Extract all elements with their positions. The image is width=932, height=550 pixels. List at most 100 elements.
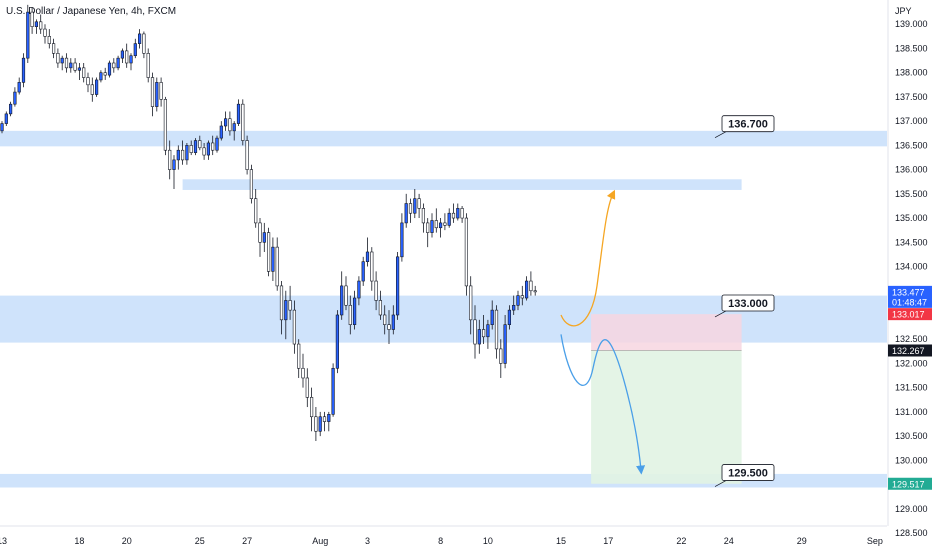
y-tick-label: 135.500 xyxy=(895,189,928,199)
callout-box xyxy=(721,294,775,312)
x-tick-label: Aug xyxy=(312,536,328,546)
candle-body xyxy=(426,222,430,233)
candle-body xyxy=(469,285,473,321)
price-badge xyxy=(888,308,932,321)
candle-body xyxy=(159,82,163,100)
candle-body xyxy=(395,256,400,316)
x-tick-label: 25 xyxy=(195,536,205,546)
y-tick-label: 130.500 xyxy=(895,431,928,441)
candle-body xyxy=(486,324,490,338)
price-badge xyxy=(888,344,932,357)
candle-body xyxy=(211,142,215,151)
candle-body xyxy=(254,198,258,224)
candle-body xyxy=(0,123,4,132)
candle-body xyxy=(107,62,112,76)
candle-body xyxy=(168,149,172,170)
candle-body xyxy=(43,28,47,37)
x-tick-label: 15 xyxy=(556,536,566,546)
candle-body xyxy=(185,145,189,161)
y-tick-label: 135.000 xyxy=(895,213,928,223)
callout-pointer xyxy=(714,310,727,318)
x-tick-label: 27 xyxy=(242,536,252,546)
candle-body xyxy=(13,91,17,105)
x-tick-label: 20 xyxy=(122,536,132,546)
y-tick-label: 130.000 xyxy=(895,455,928,465)
y-tick-label: 131.000 xyxy=(895,407,928,417)
callout-label-1: 133.000 xyxy=(728,298,768,310)
y-tick-label: 137.500 xyxy=(895,92,928,102)
candle-body xyxy=(318,416,322,432)
candle-body xyxy=(103,72,107,76)
candle-body xyxy=(516,295,520,306)
candle-body xyxy=(30,11,34,27)
candle-body xyxy=(150,77,155,107)
candle-body xyxy=(434,220,438,229)
take-profit-box xyxy=(591,350,742,484)
candle-body xyxy=(438,222,443,229)
candle-body xyxy=(142,33,146,54)
y-tick-label: 136.500 xyxy=(895,140,928,150)
candle-body xyxy=(215,137,219,151)
candle-body xyxy=(344,285,348,306)
candle-body xyxy=(198,140,202,149)
callout-box xyxy=(721,115,775,133)
symbol-title: U.S. Dollar / Japanese Yen, 4h, FXCM xyxy=(6,6,177,17)
candle-body xyxy=(4,113,8,124)
candle-body xyxy=(39,21,43,30)
candle-body xyxy=(348,304,352,325)
y-tick-label: 131.500 xyxy=(895,383,928,393)
candle-body xyxy=(460,208,464,219)
position-layer xyxy=(591,314,742,484)
y-tick-label: 138.500 xyxy=(895,43,928,53)
candle-body xyxy=(249,169,254,199)
bearish-projection-arrow xyxy=(560,334,646,475)
candle-body xyxy=(202,147,206,156)
candle-body xyxy=(181,149,185,161)
candle-body xyxy=(206,142,211,156)
candle-body xyxy=(456,208,460,219)
candle-body xyxy=(193,140,198,153)
candle-body xyxy=(499,348,503,364)
candle-body xyxy=(365,251,370,262)
candle-body xyxy=(125,50,129,64)
candle-body xyxy=(524,280,529,299)
candle-body xyxy=(400,222,404,258)
candle-body xyxy=(163,99,168,151)
candle-body xyxy=(408,203,413,214)
candle-body xyxy=(340,285,344,316)
candle-body xyxy=(404,203,408,224)
candle-body xyxy=(357,280,361,299)
candle-body xyxy=(155,82,159,107)
x-tick-label: 8 xyxy=(438,536,443,546)
candle-body xyxy=(82,67,86,78)
candle-body xyxy=(51,43,56,54)
x-tick-label: 13 xyxy=(0,536,7,546)
y-tick-label: 136.000 xyxy=(895,165,928,175)
candle-body xyxy=(26,11,30,59)
candle-body xyxy=(271,246,275,272)
x-tick-label: 18 xyxy=(74,536,84,546)
candle-body xyxy=(245,140,249,170)
candle-body xyxy=(473,319,477,345)
x-tick-label: 22 xyxy=(676,536,686,546)
y-axis[interactable]: 139.000 138.500 138.000 137.500 137.000 136.5… xyxy=(887,0,928,538)
callout-pointer xyxy=(714,131,727,138)
x-axis[interactable]: 13 18 20 25 27 Aug 3 8 10 15 17 22 24 29 Sep xyxy=(0,525,887,546)
candle-body xyxy=(421,208,426,224)
candle-body xyxy=(443,222,447,226)
candle-body xyxy=(361,261,365,282)
candle-body xyxy=(512,304,516,311)
candle-body xyxy=(464,217,469,287)
candle-body xyxy=(275,246,279,287)
price-badge xyxy=(888,285,932,308)
candle-body xyxy=(331,367,335,415)
candle-body xyxy=(266,232,271,272)
candle-body xyxy=(172,159,176,170)
candle-body xyxy=(64,57,69,69)
candle-body xyxy=(481,329,486,338)
candle-body xyxy=(133,43,137,57)
x-tick-label: 17 xyxy=(603,536,613,546)
candle-body xyxy=(507,309,512,325)
callout-layer: 136.700 133.000 129.500 xyxy=(714,115,775,487)
